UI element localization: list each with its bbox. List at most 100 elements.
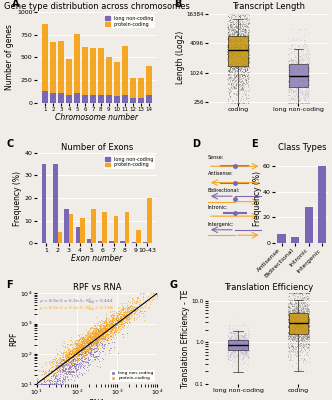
Point [128,306,133,312]
Point [291,303,296,310]
Point [288,100,293,106]
Point [286,341,291,347]
Point [82,349,87,355]
Point [238,11,243,17]
Point [86,337,92,344]
Point [56,368,62,374]
Point [235,64,240,70]
Point [230,55,236,61]
Point [226,61,231,67]
Point [108,320,114,326]
Point [119,324,124,330]
Point [51,381,56,387]
Point [299,337,304,344]
Point [64,372,69,379]
Point [231,43,237,49]
Point [226,98,231,104]
Point [115,323,120,330]
Point [306,334,311,340]
Point [88,340,94,346]
Point [225,42,231,49]
Point [97,328,102,334]
Point [233,340,238,347]
Point [297,67,302,74]
Point [96,333,101,339]
Point [225,342,230,348]
Point [230,52,235,58]
Point [236,53,241,59]
Point [236,333,241,340]
Point [288,300,293,306]
Point [233,67,239,73]
Point [151,290,156,296]
Point [235,62,241,69]
Point [130,295,135,302]
Point [287,314,292,320]
Point [286,46,291,52]
Point [288,326,293,332]
Point [287,335,292,342]
Point [84,354,90,360]
Point [297,92,302,99]
Point [228,354,233,360]
Point [287,304,292,310]
Point [286,333,291,340]
Point [286,322,291,329]
Point [234,28,239,34]
Point [233,345,238,352]
Point [243,35,248,42]
Point [109,321,115,328]
Point [297,304,303,310]
Point [92,332,98,338]
Point [237,24,242,30]
Point [244,55,249,61]
Point [295,36,300,42]
Point [228,343,234,350]
Point [240,38,245,45]
Point [73,341,79,348]
Point [228,56,233,62]
Point [117,310,122,317]
Point [287,305,292,312]
Point [298,87,303,93]
Point [95,340,100,346]
Point [302,327,307,333]
Point [240,354,246,360]
Point [306,318,311,324]
Point [239,59,244,65]
Point [240,55,245,62]
Point [115,323,121,329]
Point [230,53,235,59]
Point [299,301,304,307]
Point [64,353,69,359]
Point [296,338,301,345]
Point [246,354,252,361]
Point [295,320,300,327]
Point [232,34,237,40]
Point [229,58,234,64]
Point [225,354,231,360]
Point [124,319,130,325]
Point [286,307,291,314]
Point [57,355,63,361]
Point [230,30,235,37]
Point [34,381,39,387]
Point [234,23,239,29]
Point [229,54,234,60]
Point [293,69,298,75]
Point [82,352,88,358]
Point [305,318,310,324]
Point [233,55,239,61]
Point [91,334,96,340]
Point [72,357,78,363]
Point [49,378,55,384]
Point [227,33,233,40]
Point [80,344,86,350]
Point [118,316,124,322]
Point [291,96,297,102]
Point [240,335,245,341]
Point [67,358,72,365]
Point [144,294,149,300]
Point [74,344,79,351]
Point [236,66,241,72]
